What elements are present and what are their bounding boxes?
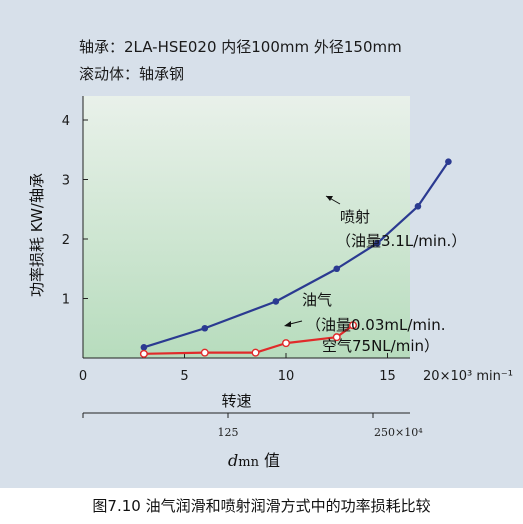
- x-axis-unit: 20×10³ min⁻¹: [423, 369, 513, 384]
- secondary-axis-title: dmn 值: [228, 451, 280, 470]
- data-point: [414, 202, 422, 210]
- data-point: [200, 348, 209, 357]
- secondary-tick-label: 250×10⁴: [374, 426, 423, 439]
- secondary-tick-label: 125: [218, 426, 239, 439]
- data-point: [332, 333, 341, 342]
- data-point: [445, 158, 452, 165]
- secondary-axis-title-mn: mn: [238, 455, 259, 470]
- chart-header-line2: 滚动体：轴承钢: [79, 65, 185, 83]
- annotation-oilair-line2: （油量0.03mL/min.: [306, 316, 445, 334]
- x-tick-label: 10: [278, 369, 295, 384]
- annotation-arrow-jet: [326, 196, 333, 201]
- data-point: [139, 349, 148, 358]
- x-tick-label: 15: [379, 369, 396, 384]
- data-point: [348, 321, 357, 330]
- data-point: [374, 239, 381, 247]
- secondary-axis-title-d: d: [228, 451, 238, 470]
- y-axis-title: 功率损耗 KW/轴承: [28, 173, 46, 297]
- data-point: [140, 343, 148, 351]
- plot-area: [83, 96, 410, 358]
- x-axis-title: 转速: [221, 392, 251, 410]
- annotation-oilair-line1: 油气: [302, 291, 332, 309]
- data-point: [251, 348, 260, 357]
- data-point: [282, 339, 291, 348]
- chart-svg: 1 2 3 4 0 5 10 15 20×10³ min⁻¹ 转速 功率损耗 KW/轴承 喷射 （油量…: [28, 96, 513, 470]
- y-tick-label: 3: [62, 174, 70, 189]
- data-point: [333, 265, 341, 273]
- annotation-jet-line2: （油量3.1L/min.）: [336, 232, 466, 250]
- chart-caption: 图7.10 油气润滑和喷射润滑方式中的功率损耗比较: [92, 497, 431, 515]
- annotation-oilair-line3: 空气75NL/min）: [322, 337, 439, 355]
- data-point: [272, 298, 280, 305]
- x-tick-label: 5: [180, 369, 188, 384]
- y-tick-label: 4: [62, 114, 70, 129]
- annotation-arrow-oilair: [284, 321, 291, 327]
- y-tick-label: 2: [62, 233, 70, 248]
- data-point: [201, 324, 209, 332]
- x-tick-label: 0: [79, 369, 87, 384]
- y-tick-label: 1: [62, 293, 70, 308]
- chart-header-line1: 轴承：2LA-HSE020 内径100mm 外径150mm: [79, 38, 402, 56]
- annotation-jet-line1: 喷射: [340, 208, 370, 226]
- secondary-axis-title-rest: 值: [259, 451, 280, 470]
